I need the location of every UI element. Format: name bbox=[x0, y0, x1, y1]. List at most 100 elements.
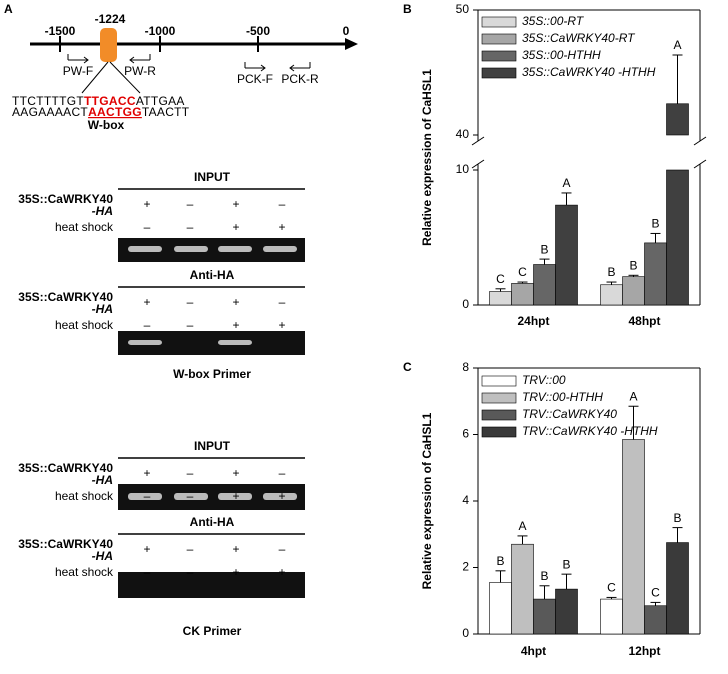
primer-arrow bbox=[129, 56, 135, 64]
row-sign: – bbox=[187, 220, 194, 234]
row-sign: – bbox=[187, 565, 194, 579]
bar bbox=[666, 542, 689, 635]
x-tick-label: 12hpt bbox=[628, 644, 660, 658]
significance-letter: A bbox=[673, 38, 681, 52]
row-sign: – bbox=[187, 466, 194, 480]
row-sign: – bbox=[187, 318, 194, 332]
sequence-part: ATTGAA bbox=[136, 94, 185, 108]
row-label: -HA bbox=[92, 302, 113, 316]
significance-letter: B bbox=[540, 242, 548, 256]
significance-letter: B bbox=[629, 258, 637, 272]
gels bbox=[118, 238, 305, 598]
primer-title: W-box Primer bbox=[173, 367, 251, 381]
legend-label: 35S::00-HTHH bbox=[522, 48, 601, 62]
y-axis-label: Relative expression of CaHSL1 bbox=[420, 412, 434, 589]
bar bbox=[555, 588, 578, 635]
legend-swatch bbox=[481, 50, 517, 62]
row-sign: + bbox=[278, 318, 285, 332]
row-label: 35S::CaWRKY40 bbox=[18, 290, 113, 304]
map-tick-label: -1000 bbox=[145, 24, 176, 38]
y-tick-label: 2 bbox=[462, 560, 469, 574]
row-sign: + bbox=[278, 489, 285, 503]
primer-label: PW-F bbox=[63, 64, 93, 78]
sequence: TTCTTTTGTTTGACCATTGAA bbox=[12, 94, 185, 108]
legend-swatch bbox=[481, 392, 517, 404]
legend-label: TRV::00-HTHH bbox=[522, 390, 603, 404]
row-sign: – bbox=[279, 295, 286, 309]
legend-label: 35S::CaWRKY40-RT bbox=[522, 31, 636, 45]
significance-letter: B bbox=[651, 217, 659, 231]
block-title: Anti-HA bbox=[190, 515, 235, 529]
significance-letter: B bbox=[607, 265, 615, 279]
row-sign: – bbox=[187, 295, 194, 309]
bar bbox=[666, 169, 689, 306]
row-sign: – bbox=[144, 565, 151, 579]
primer-title: CK Primer bbox=[183, 624, 242, 638]
legend-label: 35S::CaWRKY40 -HTHH bbox=[522, 65, 656, 79]
motif-label: W-box bbox=[88, 118, 125, 132]
arrow-head bbox=[345, 38, 358, 50]
primer-arrow bbox=[83, 56, 89, 64]
bar bbox=[644, 605, 667, 635]
y-tick-label: 0 bbox=[462, 297, 469, 311]
row-label: 35S::CaWRKY40 bbox=[18, 537, 113, 551]
row-label: 35S::CaWRKY40 bbox=[18, 461, 113, 475]
bar bbox=[555, 204, 578, 306]
map-tick-label: -500 bbox=[246, 24, 270, 38]
significance-letter: C bbox=[518, 265, 527, 279]
axis-break bbox=[693, 159, 707, 169]
significance-letter: A bbox=[629, 389, 637, 403]
block-title: Anti-HA bbox=[190, 268, 235, 282]
row-sign: – bbox=[144, 220, 151, 234]
primer-label: PCK-F bbox=[237, 72, 273, 86]
row-sign: – bbox=[279, 542, 286, 556]
y-tick-label: 10 bbox=[456, 162, 470, 176]
y-tick-label: 6 bbox=[462, 427, 469, 441]
legend-swatch bbox=[481, 409, 517, 421]
bar bbox=[489, 291, 512, 306]
row-label: heat shock bbox=[55, 318, 114, 332]
row-label: -HA bbox=[92, 549, 113, 563]
bar bbox=[533, 598, 556, 635]
bar bbox=[644, 242, 667, 306]
primer-label: PW-R bbox=[124, 64, 156, 78]
row-sign: + bbox=[232, 542, 239, 556]
row-sign: + bbox=[143, 295, 150, 309]
bar bbox=[600, 598, 623, 635]
significance-letter: B bbox=[496, 554, 504, 568]
row-sign: + bbox=[143, 466, 150, 480]
bar bbox=[600, 284, 623, 306]
legend-swatch bbox=[481, 16, 517, 28]
y-tick-label: 40 bbox=[456, 127, 470, 141]
row-label: heat shock bbox=[55, 565, 114, 579]
axis-break bbox=[471, 159, 485, 169]
zoom-line bbox=[81, 61, 109, 94]
map-tick-label: -1224 bbox=[95, 12, 126, 26]
row-sign: + bbox=[232, 565, 239, 579]
row-sign: + bbox=[232, 489, 239, 503]
panel-label: C bbox=[403, 360, 412, 374]
significance-letter: B bbox=[673, 511, 681, 525]
significance-letter: C bbox=[607, 581, 616, 595]
row-sign: + bbox=[232, 318, 239, 332]
zoom-line bbox=[109, 61, 141, 94]
row-label: 35S::CaWRKY40 bbox=[18, 192, 113, 206]
significance-letter: A bbox=[562, 176, 570, 190]
row-label: heat shock bbox=[55, 220, 114, 234]
row-label: -HA bbox=[92, 204, 113, 218]
bar bbox=[511, 283, 534, 306]
row-sign: + bbox=[278, 565, 285, 579]
bar bbox=[622, 276, 645, 306]
significance-letter: C bbox=[651, 586, 660, 600]
bar bbox=[533, 264, 556, 306]
row-sign: + bbox=[278, 220, 285, 234]
legend-label: 35S::00-RT bbox=[522, 14, 585, 28]
legend-swatch bbox=[481, 33, 517, 45]
significance-letter: B bbox=[540, 569, 548, 583]
sequence-part: AAGAAAACT bbox=[12, 105, 88, 119]
row-sign: – bbox=[144, 489, 151, 503]
x-tick-label: 48hpt bbox=[628, 314, 660, 328]
bar bbox=[622, 439, 645, 635]
panel-label: B bbox=[403, 2, 412, 16]
x-tick-label: 24hpt bbox=[517, 314, 549, 328]
